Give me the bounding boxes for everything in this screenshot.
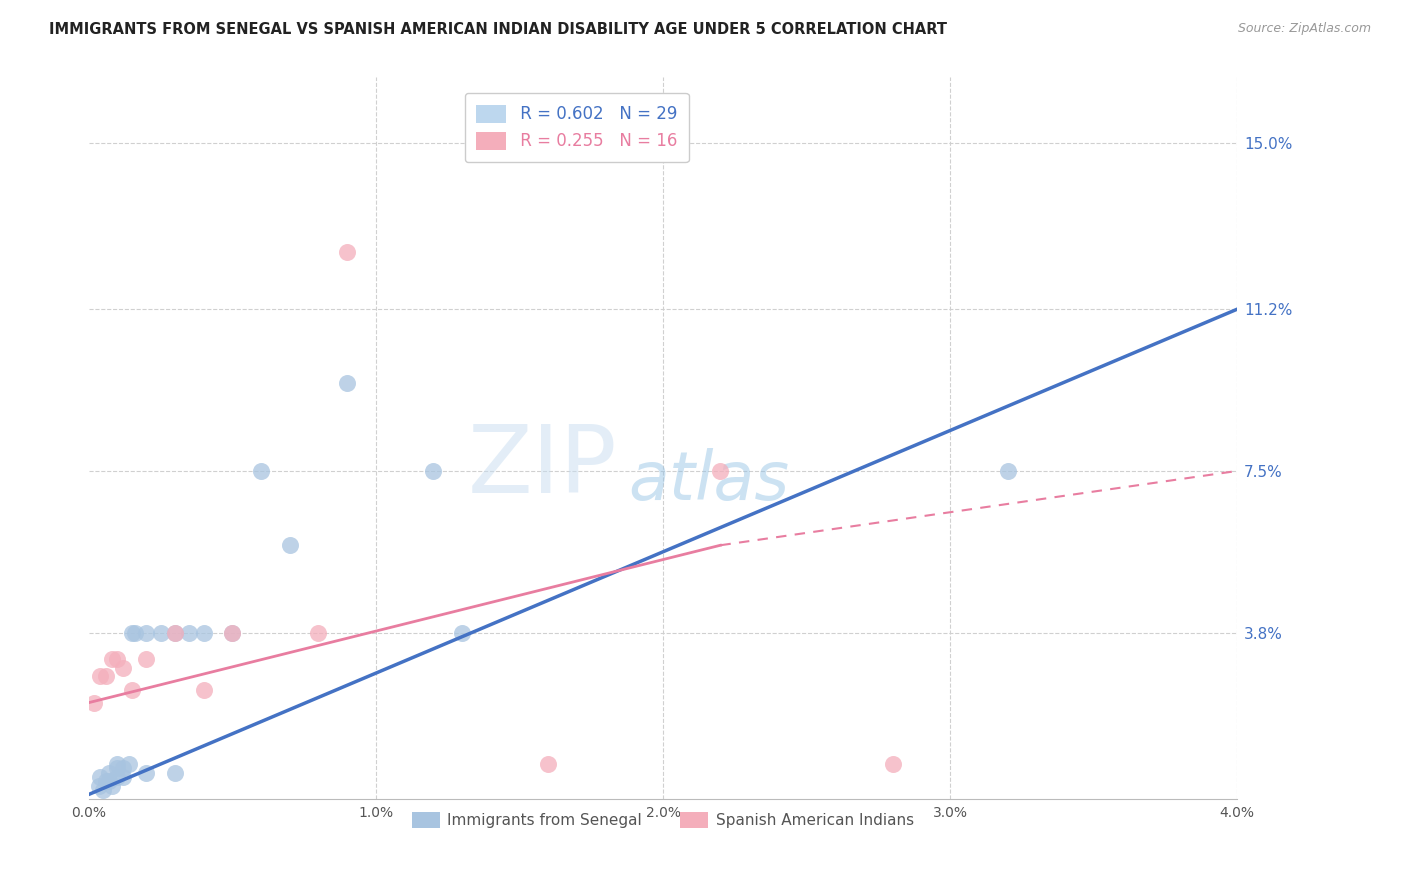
- Point: [97, 765, 120, 780]
- Point: [112, 770, 135, 784]
- Point: [100, 652, 122, 666]
- Point: [124, 625, 146, 640]
- Point: [107, 761, 129, 775]
- Point: [121, 682, 143, 697]
- Point: [882, 756, 904, 771]
- Point: [537, 756, 560, 771]
- Text: ZIP: ZIP: [467, 421, 617, 513]
- Point: [336, 245, 359, 260]
- Point: [135, 765, 157, 780]
- Point: [278, 538, 301, 552]
- Point: [94, 669, 117, 683]
- Point: [100, 779, 122, 793]
- Point: [336, 376, 359, 391]
- Point: [149, 625, 172, 640]
- Point: [94, 774, 117, 789]
- Point: [83, 696, 105, 710]
- Point: [107, 770, 129, 784]
- Point: [89, 669, 111, 683]
- Point: [87, 779, 110, 793]
- Legend: Immigrants from Senegal, Spanish American Indians: Immigrants from Senegal, Spanish America…: [406, 805, 920, 835]
- Point: [91, 783, 114, 797]
- Point: [422, 464, 444, 478]
- Text: Source: ZipAtlas.com: Source: ZipAtlas.com: [1237, 22, 1371, 36]
- Point: [112, 761, 135, 775]
- Point: [107, 756, 129, 771]
- Point: [221, 625, 243, 640]
- Point: [163, 625, 186, 640]
- Point: [179, 625, 201, 640]
- Point: [107, 652, 129, 666]
- Point: [163, 765, 186, 780]
- Point: [135, 652, 157, 666]
- Text: atlas: atlas: [628, 449, 790, 515]
- Point: [193, 625, 215, 640]
- Point: [221, 625, 243, 640]
- Point: [97, 774, 120, 789]
- Point: [250, 464, 273, 478]
- Point: [163, 625, 186, 640]
- Point: [121, 625, 143, 640]
- Point: [112, 661, 135, 675]
- Point: [89, 770, 111, 784]
- Point: [709, 464, 731, 478]
- Point: [118, 756, 141, 771]
- Point: [135, 625, 157, 640]
- Point: [451, 625, 474, 640]
- Point: [193, 682, 215, 697]
- Text: IMMIGRANTS FROM SENEGAL VS SPANISH AMERICAN INDIAN DISABILITY AGE UNDER 5 CORREL: IMMIGRANTS FROM SENEGAL VS SPANISH AMERI…: [49, 22, 948, 37]
- Point: [307, 625, 329, 640]
- Point: [997, 464, 1019, 478]
